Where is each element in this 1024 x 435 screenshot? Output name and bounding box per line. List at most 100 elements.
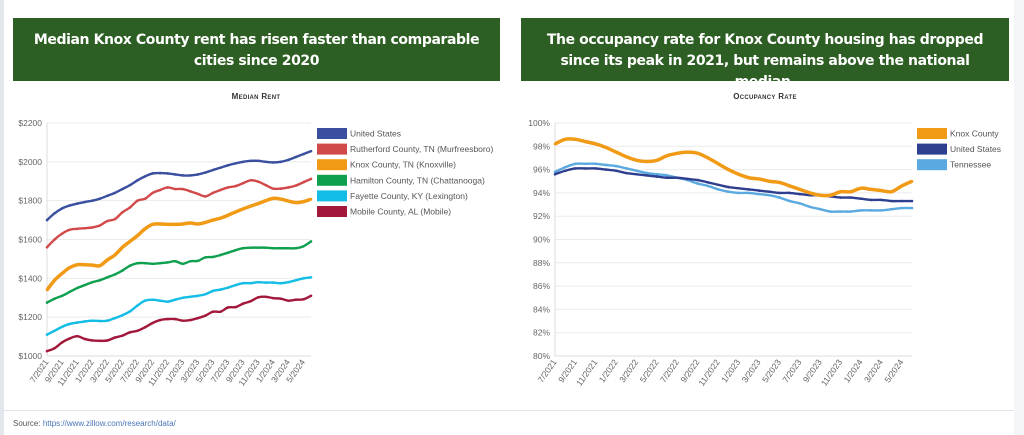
data-point xyxy=(173,259,177,263)
data-point xyxy=(287,280,290,284)
data-point xyxy=(166,186,169,189)
data-point xyxy=(45,301,49,304)
data-point xyxy=(219,310,222,314)
data-point xyxy=(136,261,139,265)
data-point xyxy=(234,162,237,165)
y-tick-label: 84% xyxy=(533,304,550,314)
data-point xyxy=(189,295,192,299)
data-point xyxy=(143,325,147,329)
legend-item: Mobile County, AL (Mobile) xyxy=(317,206,451,217)
y-tick-label: $1600 xyxy=(18,235,42,245)
data-point xyxy=(83,263,87,267)
data-point xyxy=(264,183,268,187)
data-point xyxy=(128,310,132,313)
data-point xyxy=(910,206,914,210)
data-point xyxy=(219,288,222,291)
source-link[interactable]: https://www.zillow.com/research/data/ xyxy=(42,419,176,428)
data-point xyxy=(890,199,893,203)
data-point xyxy=(113,191,117,195)
data-point xyxy=(60,341,64,344)
legend-swatch xyxy=(317,159,347,171)
series-line xyxy=(45,196,312,292)
x-tick-label: 5/2022 xyxy=(638,357,661,384)
data-point xyxy=(143,261,147,265)
data-point xyxy=(68,228,71,232)
data-point xyxy=(166,300,169,303)
data-point xyxy=(158,188,162,192)
data-point xyxy=(121,245,124,249)
data-point xyxy=(68,322,71,326)
data-point xyxy=(829,193,832,197)
legend-label: United States xyxy=(350,129,401,139)
legend-label: Knox County xyxy=(950,129,999,139)
data-point xyxy=(173,187,177,191)
data-point xyxy=(757,192,761,196)
data-point xyxy=(143,227,147,231)
x-tick-label: 5/2024 xyxy=(882,357,905,384)
data-point xyxy=(302,298,305,301)
legend-swatch xyxy=(317,143,347,155)
data-point xyxy=(53,278,56,282)
data-point xyxy=(173,317,177,321)
data-point xyxy=(211,168,215,172)
data-point xyxy=(706,184,710,188)
y-tick-label: $2200 xyxy=(18,118,42,128)
x-tick-label: 1/2022 xyxy=(597,357,620,384)
data-point xyxy=(727,185,730,189)
data-point xyxy=(859,197,863,201)
data-point xyxy=(249,159,252,163)
y-tick-label: 90% xyxy=(533,235,550,245)
y-tick-label: 86% xyxy=(533,281,550,291)
data-point xyxy=(287,246,290,250)
x-tick-label: 1/2024 xyxy=(842,357,865,384)
data-point xyxy=(173,223,177,226)
data-point xyxy=(151,223,154,226)
data-point xyxy=(716,183,720,187)
data-point xyxy=(90,199,94,202)
x-tick-label: 11/2022 xyxy=(696,357,722,388)
data-point xyxy=(727,190,730,194)
data-point xyxy=(676,176,679,180)
data-point xyxy=(737,172,740,176)
data-point xyxy=(264,246,268,249)
data-point xyxy=(900,184,904,188)
y-tick-label: 100% xyxy=(528,118,550,128)
series-knox-county-tn-knoxville- xyxy=(45,196,313,292)
data-point xyxy=(98,264,102,268)
data-point xyxy=(211,289,215,293)
data-point xyxy=(574,167,577,170)
data-point xyxy=(98,339,102,343)
data-point xyxy=(196,192,200,196)
data-point xyxy=(604,146,608,149)
data-point xyxy=(106,194,109,198)
data-point xyxy=(204,256,207,259)
data-point xyxy=(189,318,192,322)
data-point xyxy=(211,310,215,314)
legend-label: Rutherford County, TN (Murfreesboro) xyxy=(350,144,493,154)
data-point xyxy=(241,281,245,285)
data-point xyxy=(716,162,720,166)
data-point xyxy=(665,174,669,177)
data-point xyxy=(98,278,102,282)
y-tick-label: 80% xyxy=(533,351,550,361)
data-point xyxy=(45,288,49,292)
data-point xyxy=(767,179,771,183)
y-tick-label: 98% xyxy=(533,141,550,151)
data-point xyxy=(211,218,215,222)
legend-label: Tennessee xyxy=(950,160,991,170)
legend-label: Hamilton County, TN (Chattanooga) xyxy=(350,175,485,185)
data-point xyxy=(655,175,659,178)
data-point xyxy=(309,240,313,243)
data-point xyxy=(294,184,298,187)
data-point xyxy=(563,165,567,169)
data-point xyxy=(778,191,781,195)
data-point xyxy=(625,167,628,170)
data-point xyxy=(849,196,853,199)
data-point xyxy=(604,163,608,167)
y-tick-label: $1000 xyxy=(18,351,42,361)
data-point xyxy=(665,176,669,180)
x-tick-label: 11/2023 xyxy=(819,357,845,388)
data-point xyxy=(45,349,49,353)
data-point xyxy=(166,223,169,226)
data-point xyxy=(83,226,87,230)
